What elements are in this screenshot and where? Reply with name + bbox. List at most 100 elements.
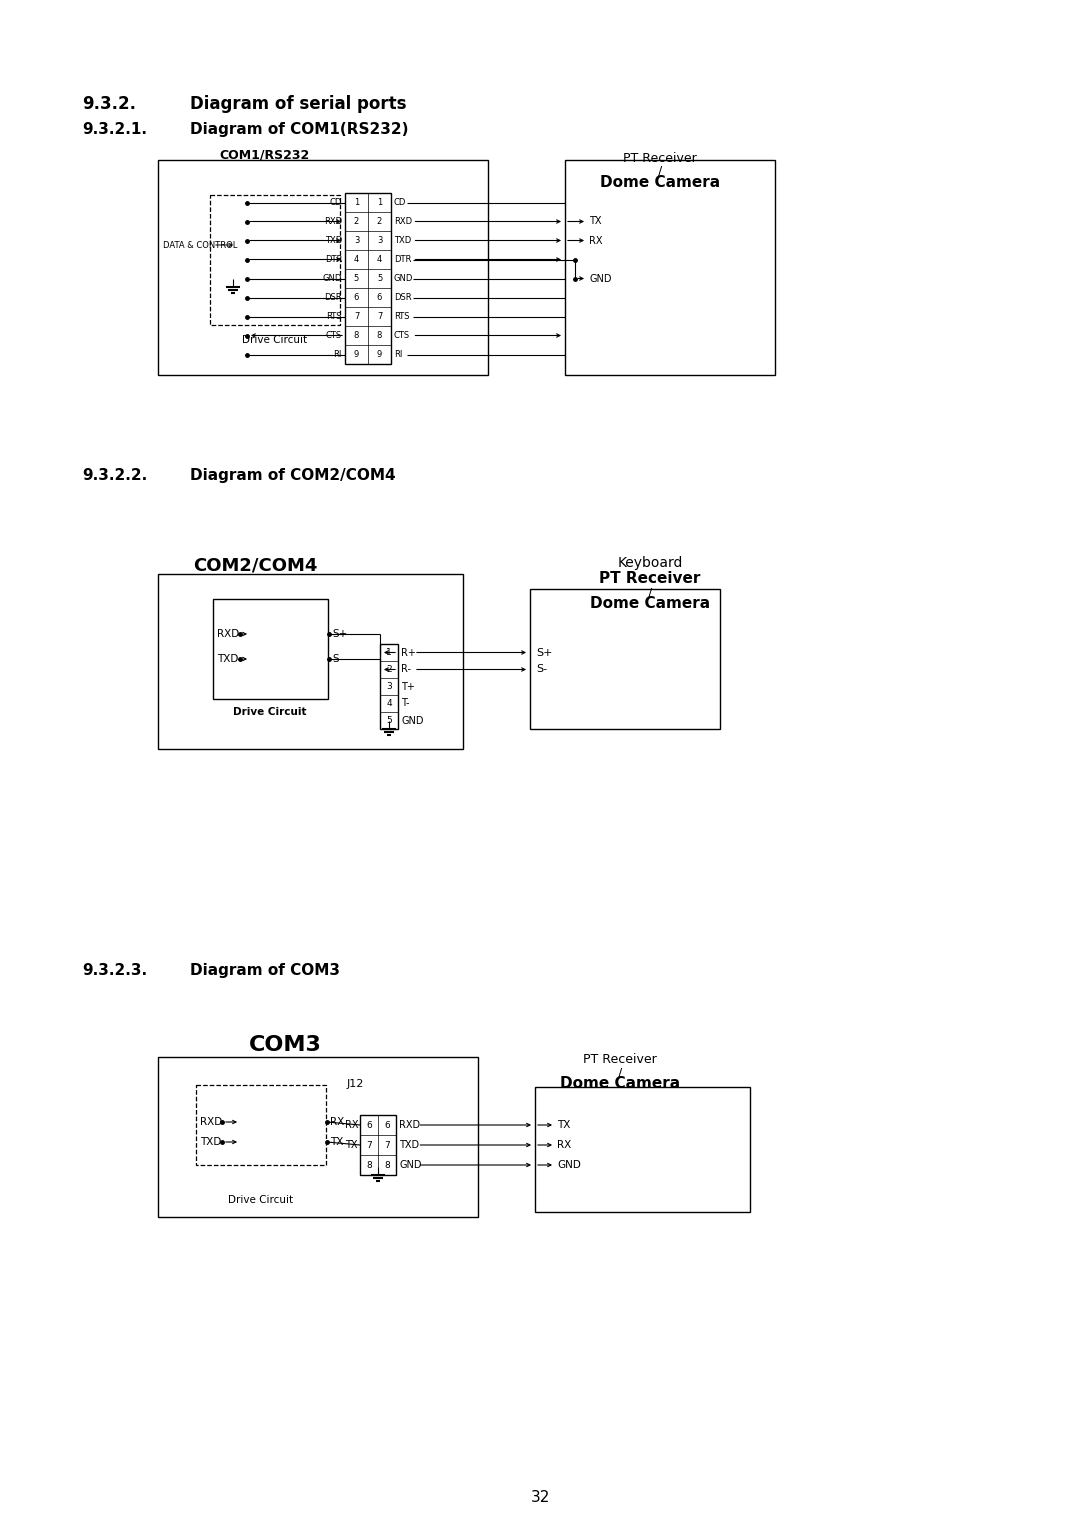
Text: 5: 5 — [377, 274, 382, 283]
Text: Drive Circuit: Drive Circuit — [229, 1195, 294, 1206]
Text: RX: RX — [345, 1120, 357, 1131]
Text: 4: 4 — [354, 255, 360, 264]
Text: DSR: DSR — [324, 293, 342, 303]
Text: TX: TX — [346, 1140, 357, 1151]
Text: TXD: TXD — [399, 1140, 419, 1151]
Text: R-: R- — [401, 665, 411, 674]
Text: 1: 1 — [354, 199, 360, 206]
Text: DTR: DTR — [325, 255, 342, 264]
Text: RXD: RXD — [217, 630, 240, 639]
Text: Keyboard: Keyboard — [618, 556, 683, 570]
Text: GND: GND — [589, 274, 611, 284]
Text: 5: 5 — [387, 717, 392, 724]
Text: 8: 8 — [377, 332, 382, 341]
Text: 4: 4 — [377, 255, 382, 264]
Text: Drive Circuit: Drive Circuit — [242, 335, 308, 345]
Text: 8: 8 — [354, 332, 360, 341]
Text: Dome Camera: Dome Camera — [599, 176, 720, 189]
Text: S+: S+ — [332, 630, 348, 639]
Text: RXD: RXD — [399, 1120, 420, 1131]
Bar — [535, 1086, 750, 1212]
Text: DTR: DTR — [394, 255, 411, 264]
Text: RI: RI — [334, 350, 342, 359]
Text: 7: 7 — [377, 312, 382, 321]
Text: 6: 6 — [377, 293, 382, 303]
Bar — [213, 599, 328, 698]
Text: Diagram of COM3: Diagram of COM3 — [190, 963, 340, 978]
Text: TXD: TXD — [394, 235, 411, 244]
Text: GND: GND — [401, 715, 423, 726]
Text: Diagram of serial ports: Diagram of serial ports — [190, 95, 406, 113]
Text: CD: CD — [329, 199, 342, 206]
Text: S-: S- — [536, 665, 548, 674]
Text: RI: RI — [394, 350, 403, 359]
Text: PT Receiver: PT Receiver — [623, 151, 697, 165]
Text: RX: RX — [330, 1117, 345, 1128]
Text: /: / — [658, 165, 662, 177]
Text: 6: 6 — [366, 1120, 372, 1129]
Bar — [158, 575, 463, 749]
Bar — [360, 1115, 396, 1175]
Text: GND: GND — [394, 274, 414, 283]
Text: 1: 1 — [387, 648, 392, 657]
Bar — [565, 160, 775, 374]
Text: 9: 9 — [354, 350, 360, 359]
Text: 6: 6 — [384, 1120, 390, 1129]
Text: 5: 5 — [354, 274, 360, 283]
Text: TX: TX — [589, 217, 602, 226]
Text: 6: 6 — [354, 293, 360, 303]
Text: COM2/COM4: COM2/COM4 — [193, 556, 318, 575]
Text: DSR: DSR — [394, 293, 411, 303]
Bar — [345, 193, 391, 364]
Text: TXD: TXD — [325, 235, 342, 244]
Text: Dome Camera: Dome Camera — [559, 1076, 680, 1091]
Text: 9.3.2.2.: 9.3.2.2. — [82, 468, 147, 483]
Text: RX: RX — [557, 1140, 571, 1151]
Text: 8: 8 — [366, 1160, 372, 1169]
Text: TX: TX — [330, 1137, 343, 1148]
Text: RTS: RTS — [394, 312, 409, 321]
Bar — [530, 588, 720, 729]
Text: TXD: TXD — [200, 1137, 221, 1148]
Text: RXD: RXD — [200, 1117, 222, 1128]
Text: J12: J12 — [347, 1079, 364, 1089]
Text: RX: RX — [589, 235, 603, 246]
Text: TXD: TXD — [217, 654, 239, 665]
Text: 3: 3 — [377, 235, 382, 244]
Text: 7: 7 — [366, 1140, 372, 1149]
Text: PT Receiver: PT Receiver — [599, 571, 701, 587]
Bar — [210, 196, 340, 325]
Text: TX: TX — [557, 1120, 570, 1131]
Text: 2: 2 — [387, 665, 392, 674]
Text: 8: 8 — [384, 1160, 390, 1169]
Text: 9.3.2.1.: 9.3.2.1. — [82, 122, 147, 138]
Text: S+: S+ — [536, 648, 553, 657]
Text: 3: 3 — [354, 235, 360, 244]
Text: 2: 2 — [377, 217, 382, 226]
Text: Drive Circuit: Drive Circuit — [233, 707, 307, 717]
Text: Diagram of COM2/COM4: Diagram of COM2/COM4 — [190, 468, 395, 483]
Text: Diagram of COM1(RS232): Diagram of COM1(RS232) — [190, 122, 408, 138]
Bar — [158, 160, 488, 374]
Text: RTS: RTS — [326, 312, 342, 321]
Text: COM1/RS232: COM1/RS232 — [220, 148, 310, 160]
Text: 7: 7 — [354, 312, 360, 321]
Text: 1: 1 — [377, 199, 382, 206]
Text: /: / — [648, 587, 652, 599]
Text: GND: GND — [399, 1160, 421, 1170]
Text: CTS: CTS — [394, 332, 410, 341]
Text: RXD: RXD — [324, 217, 342, 226]
Text: 3: 3 — [387, 681, 392, 691]
Text: COM3: COM3 — [248, 1034, 322, 1054]
Text: CTS: CTS — [326, 332, 342, 341]
Text: 2: 2 — [354, 217, 360, 226]
Bar — [195, 1085, 326, 1164]
Text: 9.3.2.: 9.3.2. — [82, 95, 136, 113]
Text: CD: CD — [394, 199, 406, 206]
Text: /: / — [618, 1067, 622, 1079]
Text: T-: T- — [401, 698, 409, 709]
Text: Dome Camera: Dome Camera — [590, 596, 710, 611]
Text: 32: 32 — [530, 1490, 550, 1505]
Text: RXD: RXD — [394, 217, 413, 226]
Bar — [380, 643, 399, 729]
